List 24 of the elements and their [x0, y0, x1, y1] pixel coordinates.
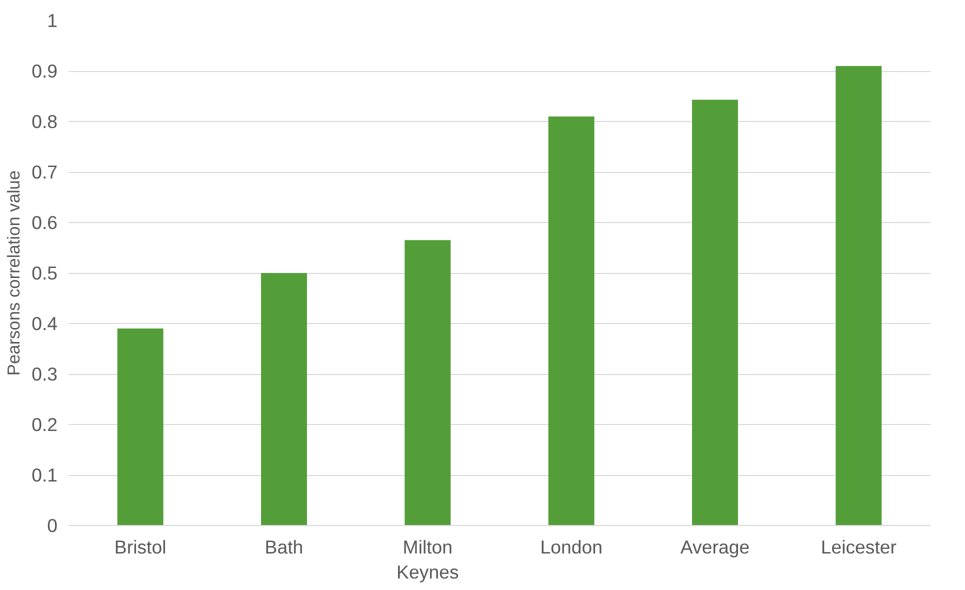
y-tick-label: 0: [47, 515, 58, 536]
y-tick-label: 0.9: [32, 60, 58, 82]
x-tick-label: Bath: [264, 536, 304, 558]
y-tick-label: 0.2: [32, 414, 58, 435]
x-tick-label: Milton Keynes: [396, 536, 459, 583]
x-tick-label: Average: [680, 536, 750, 558]
y-tick-label: 0.1: [32, 464, 58, 486]
bar: [404, 240, 451, 526]
x-tick-label: Leicester: [820, 536, 897, 558]
y-tick-label: 0.4: [32, 313, 58, 334]
y-tick-label: 0.3: [32, 364, 58, 384]
bar: [692, 100, 738, 526]
y-tick-label: 0.8: [32, 111, 58, 132]
bar: [548, 116, 594, 526]
bar: [117, 328, 164, 526]
y-tick-label: 0.5: [32, 262, 58, 284]
bar: [836, 66, 882, 526]
y-tick-label: 0.7: [32, 162, 58, 182]
bar: [261, 273, 307, 526]
x-tick-label: London: [540, 536, 602, 558]
y-tick-label: 1: [47, 10, 58, 31]
y-tick-label: 0.6: [32, 212, 58, 233]
x-tick-label: Bristol: [114, 536, 166, 558]
y-axis-title: Pearsons correlation value: [4, 170, 24, 376]
